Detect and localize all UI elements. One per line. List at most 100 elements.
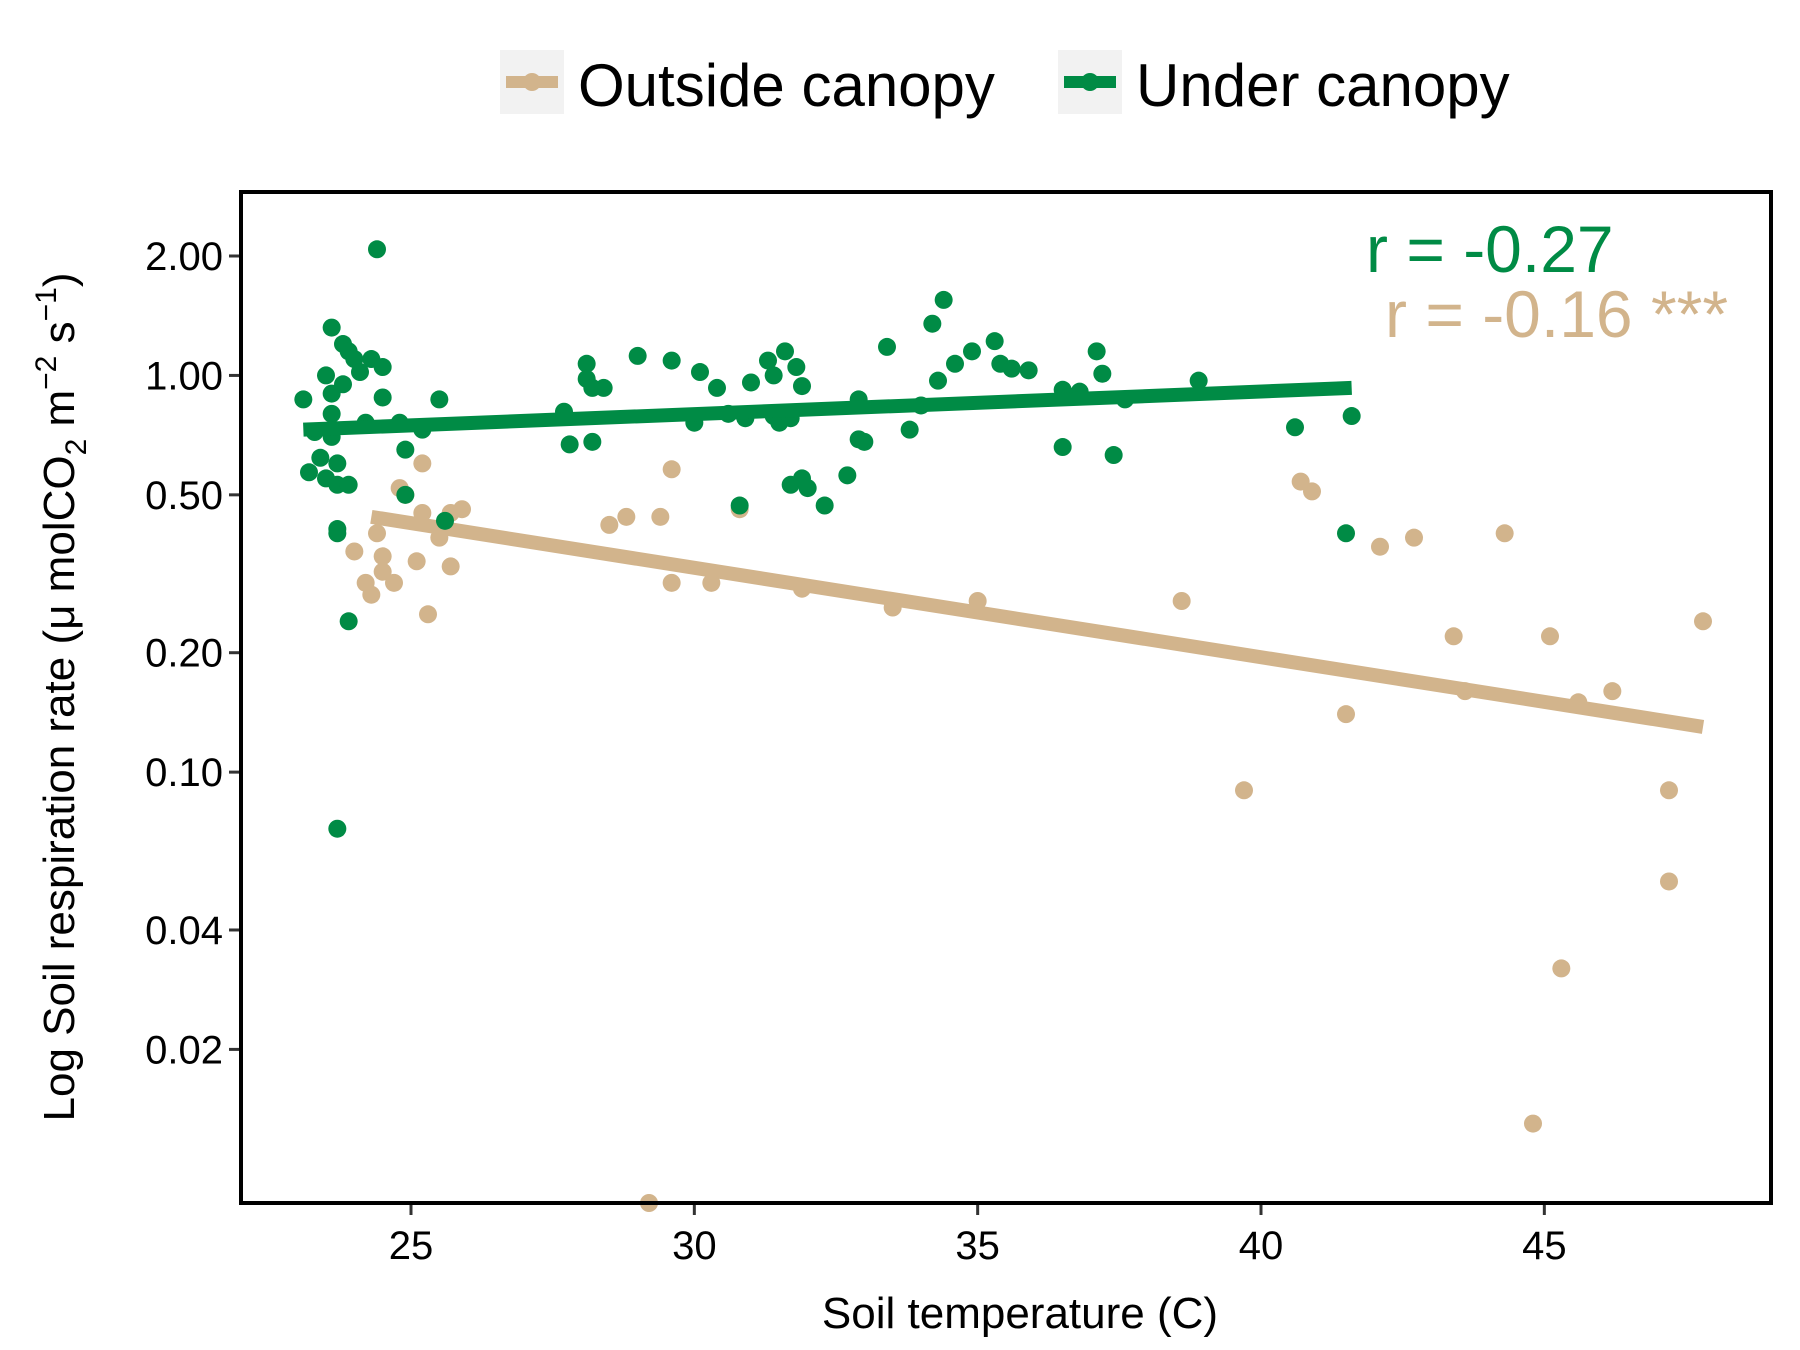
data-point-outside-canopy [385, 573, 403, 592]
legend-label-outside-canopy: Outside canopy [578, 52, 995, 119]
data-point-under-canopy [577, 354, 596, 373]
data-point-under-canopy [923, 314, 942, 333]
plot-panel-border [239, 190, 1773, 1205]
data-point-outside-canopy [362, 585, 381, 604]
data-point-under-canopy [351, 363, 369, 382]
data-point-under-canopy [730, 496, 749, 515]
data-point-under-canopy [322, 318, 341, 337]
data-point-under-canopy [708, 378, 726, 397]
y-tick-label: 0.04 [145, 909, 223, 953]
annotation-outside-canopy: r = -0.16 *** [1385, 277, 1728, 351]
data-point-under-canopy [946, 354, 964, 373]
data-point-under-canopy [934, 290, 953, 309]
data-point-under-canopy [628, 346, 647, 365]
data-point-under-canopy [985, 332, 1004, 351]
y-axis-title: Log Soil respiration rate (μ molCO2 m−2 … [30, 273, 93, 1122]
legend-key-outside-canopy-point [523, 73, 541, 91]
data-point-under-canopy [1286, 418, 1304, 437]
data-point-under-canopy [373, 388, 392, 407]
data-point-outside-canopy [1603, 682, 1622, 701]
data-point-under-canopy [1087, 342, 1106, 361]
data-point-under-canopy [300, 463, 318, 482]
y-tick-label: 2.00 [145, 235, 223, 279]
data-point-outside-canopy [651, 507, 670, 526]
data-point-under-canopy [328, 524, 347, 543]
x-tick-label: 35 [955, 1224, 1000, 1268]
data-point-under-canopy [776, 342, 794, 361]
data-point-under-canopy [1093, 364, 1112, 383]
data-point-outside-canopy [419, 605, 437, 624]
data-point-under-canopy [311, 448, 330, 467]
data-point-under-canopy [339, 612, 358, 631]
data-point-under-canopy [787, 358, 806, 377]
fit-line-under-canopy [303, 380, 1352, 437]
data-point-under-canopy [1342, 407, 1361, 426]
data-point-outside-canopy [373, 547, 392, 566]
data-point-under-canopy [1053, 438, 1072, 457]
data-point-under-canopy [662, 351, 681, 370]
data-point-under-canopy [339, 475, 358, 494]
data-point-outside-canopy [373, 562, 392, 581]
data-point-under-canopy [798, 479, 817, 498]
data-point-under-canopy [328, 819, 347, 838]
data-point-under-canopy [594, 378, 613, 397]
data-point-outside-canopy [1660, 872, 1678, 891]
data-point-outside-canopy [1235, 781, 1253, 800]
x-axis: 25 30 35 40 45 [389, 1205, 1567, 1268]
data-point-under-canopy [396, 485, 415, 504]
x-tick-label: 40 [1239, 1224, 1284, 1268]
annotation-under-canopy: r = -0.27 [1366, 212, 1614, 286]
fit-line-outside-canopy [370, 509, 1705, 734]
data-point-under-canopy [963, 342, 981, 361]
data-point-under-canopy [691, 363, 709, 382]
x-tick-label: 25 [389, 1224, 434, 1268]
data-point-under-canopy [764, 366, 783, 385]
data-point-under-canopy [1104, 446, 1123, 465]
plot-marks [294, 240, 1712, 1212]
data-point-outside-canopy [600, 515, 619, 534]
series-outside-canopy [345, 454, 1712, 1212]
legend: Outside canopy Under canopy [500, 50, 1510, 119]
data-point-under-canopy [368, 240, 386, 259]
x-tick-label: 30 [672, 1224, 717, 1268]
data-point-under-canopy [1337, 524, 1355, 543]
data-point-outside-canopy [1694, 612, 1712, 631]
data-point-outside-canopy [1444, 627, 1463, 646]
data-point-under-canopy [929, 371, 947, 390]
legend-key-under-canopy-point [1081, 73, 1099, 91]
data-point-under-canopy [322, 404, 341, 423]
data-point-under-canopy [583, 432, 602, 451]
data-point-outside-canopy [662, 460, 681, 479]
data-point-outside-canopy [702, 573, 721, 592]
data-point-outside-canopy [1172, 592, 1191, 611]
y-tick-label: 0.10 [145, 751, 223, 795]
y-axis: 2.00 1.00 0.50 0.20 0.10 0.04 0.02 [145, 235, 239, 1072]
data-point-outside-canopy [453, 500, 471, 519]
data-point-under-canopy [328, 454, 347, 473]
data-point-under-canopy [838, 466, 857, 485]
data-point-under-canopy [1019, 361, 1038, 380]
data-point-outside-canopy [1552, 959, 1571, 978]
legend-label-under-canopy: Under canopy [1136, 52, 1510, 119]
data-point-outside-canopy [1337, 705, 1355, 724]
y-tick-label: 0.20 [145, 632, 223, 676]
data-point-under-canopy [436, 511, 454, 530]
data-point-under-canopy [430, 390, 449, 409]
x-tick-label: 45 [1522, 1224, 1567, 1268]
data-point-under-canopy [855, 432, 874, 451]
y-tick-label: 0.02 [145, 1028, 223, 1072]
data-point-outside-canopy [441, 557, 460, 576]
data-point-under-canopy [373, 358, 392, 377]
x-axis-title: Soil temperature (C) [822, 1289, 1218, 1338]
series-under-canopy [294, 240, 1361, 838]
data-point-under-canopy [396, 440, 415, 459]
data-point-outside-canopy [1495, 524, 1514, 543]
data-point-under-canopy [878, 337, 896, 356]
data-point-outside-canopy [413, 454, 432, 473]
data-point-under-canopy [793, 377, 811, 396]
data-point-outside-canopy [1303, 482, 1321, 501]
data-point-under-canopy [294, 390, 313, 409]
data-point-under-canopy [1189, 371, 1208, 390]
